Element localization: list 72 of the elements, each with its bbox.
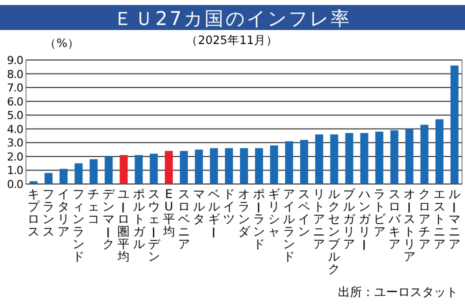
bar xyxy=(224,148,233,184)
x-tick-label: オーストリア xyxy=(401,187,416,264)
bar xyxy=(240,148,248,184)
x-tick-label: アイルランド xyxy=(283,187,296,264)
x-tick-label: フランス xyxy=(42,187,55,238)
x-tick-label: リトアニア xyxy=(313,187,326,251)
x-tick-label: スペイン xyxy=(298,187,310,238)
y-tick-label: 8.0 xyxy=(7,68,24,81)
x-tick-label: ポーランド xyxy=(251,187,266,251)
bar xyxy=(300,140,308,184)
bar xyxy=(150,154,158,184)
x-tick-label: ポルトガル xyxy=(132,187,145,251)
bar xyxy=(315,134,324,184)
bar xyxy=(74,163,83,184)
x-tick-label: エストニア xyxy=(433,187,446,251)
x-tick-label: ルーマニア xyxy=(446,187,460,251)
bar xyxy=(435,119,444,184)
y-tick-label: 4.0 xyxy=(7,122,24,136)
x-tick-label: スロバキア xyxy=(388,187,400,251)
x-tick-label: イタリア xyxy=(58,187,70,238)
x-tick-label: チェコ xyxy=(88,187,100,226)
chart-title: ＥＵ27カ国のインフレ率 xyxy=(113,8,352,30)
x-tick-label: マルタ xyxy=(192,187,205,226)
x-tick-label: ブルガリア xyxy=(343,187,356,251)
x-tick-label: ユーロ圏平均 xyxy=(116,187,130,264)
x-tick-label: ギリシャ xyxy=(268,187,280,238)
x-tick-label: キプロス xyxy=(28,187,40,238)
bar xyxy=(44,172,53,184)
bar xyxy=(104,156,113,184)
bar xyxy=(375,132,384,184)
bar xyxy=(285,141,294,184)
bar xyxy=(134,155,143,184)
bar xyxy=(180,150,188,184)
y-tick-label: 6.0 xyxy=(7,95,24,108)
bar xyxy=(345,133,354,184)
x-tick-label: ベルギー xyxy=(206,187,220,238)
bar xyxy=(164,150,173,184)
bar xyxy=(210,148,218,184)
bar xyxy=(450,66,458,184)
bar xyxy=(270,145,278,184)
bar xyxy=(330,134,338,184)
bar xyxy=(194,150,203,184)
y-tick-label: 7.0 xyxy=(7,82,24,95)
x-tick-label: ルクセンブルク xyxy=(328,187,340,276)
bar xyxy=(90,159,98,184)
y-axis-title: （%） xyxy=(44,36,80,50)
bar xyxy=(30,181,38,184)
bar xyxy=(120,155,128,184)
x-tick-label: ハンガリー xyxy=(356,187,370,251)
bar xyxy=(390,130,398,184)
bar xyxy=(405,128,414,184)
x-tick-label: ドイツ xyxy=(222,187,235,226)
bar xyxy=(420,124,428,184)
x-tick-label: EU平均 xyxy=(162,187,175,238)
chart-subtitle: （2025年11月） xyxy=(186,33,278,47)
y-tick-label: 9.0 xyxy=(7,54,24,67)
y-tick-label: 1.0 xyxy=(7,164,24,178)
bar xyxy=(255,148,264,184)
x-tick-label: クロアチア xyxy=(418,187,430,251)
x-tick-label: スウェーデン xyxy=(146,187,160,264)
x-tick-label: スロベニア xyxy=(178,187,190,251)
x-tick-label: フィンランド xyxy=(72,187,85,264)
x-tick-label: ラトビア xyxy=(373,187,386,238)
bar xyxy=(60,168,68,184)
y-tick-label: 0.0 xyxy=(7,178,24,191)
y-tick-label: 2.0 xyxy=(7,150,24,164)
x-tick-label: オランダ xyxy=(238,187,250,238)
y-tick-label: 5.0 xyxy=(7,109,24,122)
text: 出所：ユーロスタット xyxy=(338,285,458,299)
y-tick-label: 3.0 xyxy=(7,136,24,150)
bar xyxy=(360,133,368,184)
x-tick-label: デンマーク xyxy=(100,187,115,251)
